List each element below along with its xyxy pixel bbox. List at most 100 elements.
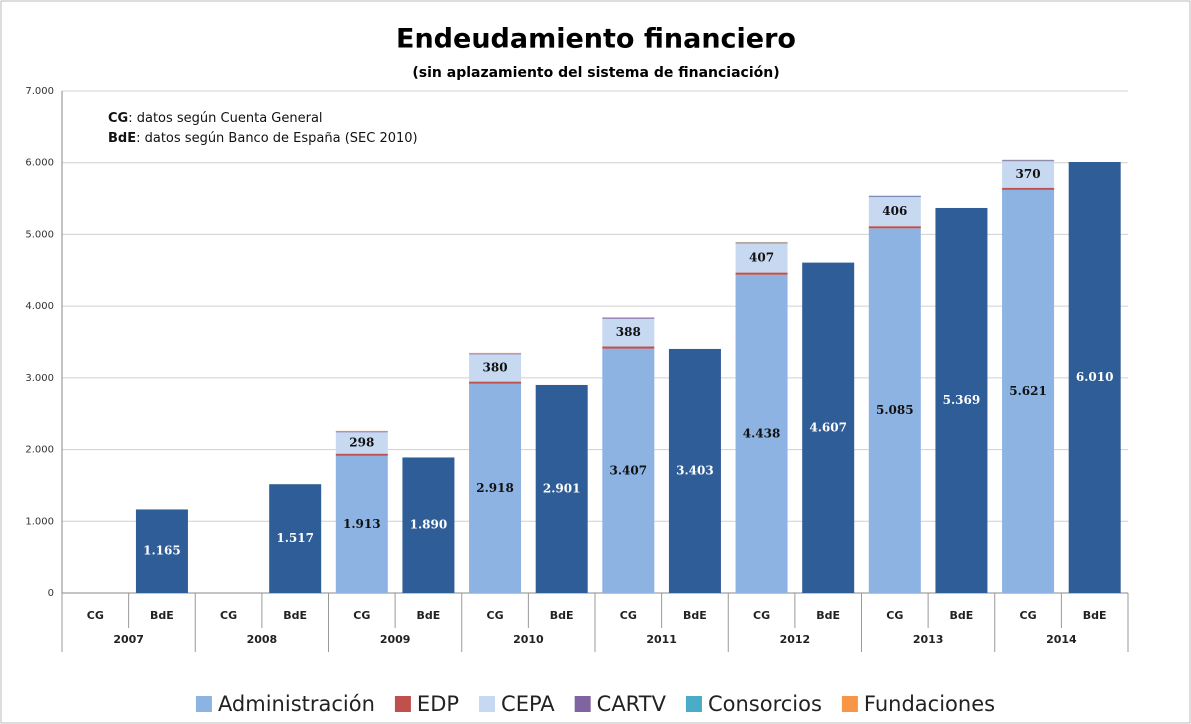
bar-segment: [1002, 187, 1055, 190]
annotation: CG: datos según Cuenta General: [108, 111, 323, 126]
x-tick-label: BdE: [150, 609, 174, 622]
legend: Administración EDP CEPA CARTV Consorcios Fund…: [195, 692, 995, 716]
bar-segment: [335, 431, 388, 433]
x-tick-label: CG: [487, 609, 504, 622]
data-label: 380: [483, 360, 508, 374]
x-tick-label: BdE: [417, 609, 441, 622]
x-group-label: 2014: [1046, 633, 1077, 646]
data-label: 4.607: [809, 420, 847, 434]
data-label: 1.165: [143, 544, 181, 558]
data-label: 406: [882, 204, 907, 218]
data-label: 3.407: [610, 463, 648, 477]
x-tick-label: BdE: [283, 609, 307, 622]
annotation-key: BdE: [108, 131, 136, 146]
x-tick-label: BdE: [950, 609, 974, 622]
bar-segment: [602, 317, 655, 319]
legend-label: Administración: [218, 692, 375, 716]
legend-swatch: [841, 696, 858, 712]
bar-segment: [1002, 189, 1055, 594]
y-tick-label: 4.000: [25, 301, 54, 312]
bar-segment: [735, 272, 788, 275]
data-label: 4.438: [743, 426, 781, 440]
bar-segment: [1068, 161, 1121, 594]
x-tick-label: CG: [1020, 609, 1037, 622]
x-group-label: 2011: [646, 633, 677, 646]
x-tick-label: BdE: [1083, 609, 1107, 622]
bar-segment: [469, 354, 522, 382]
bar-segment: [335, 455, 388, 593]
bar-segment: [602, 318, 655, 347]
bar-segment: [735, 243, 788, 273]
bar-segment: [868, 197, 921, 227]
bar-segment: [135, 509, 188, 593]
data-label: 1.913: [343, 517, 381, 531]
annotation-text: : datos según Cuenta General: [128, 111, 322, 126]
data-label: 388: [616, 325, 641, 339]
y-tick-label: 0: [48, 588, 54, 599]
bar-segment: [1002, 160, 1055, 162]
bar-segment: [802, 262, 855, 593]
bar-segment: [535, 384, 588, 593]
x-tick-label: CG: [353, 609, 370, 622]
x-group-label: 2010: [513, 633, 544, 646]
x-tick-label: BdE: [683, 609, 707, 622]
y-tick-label: 5.000: [25, 229, 54, 240]
bar-segment: [868, 226, 921, 229]
data-label: 5.621: [1009, 384, 1047, 398]
bar-segment: [668, 348, 721, 593]
x-group-label: 2008: [247, 633, 278, 646]
bar-segment: [735, 274, 788, 593]
bar-segment: [602, 348, 655, 593]
y-tick-label: 3.000: [25, 373, 54, 384]
legend-swatch: [479, 696, 496, 712]
legend-swatch: [195, 696, 212, 712]
data-label: 5.085: [876, 403, 914, 417]
legend-swatch: [394, 696, 411, 712]
legend-label: Consorcios: [708, 692, 822, 716]
x-tick-label: CG: [220, 609, 237, 622]
bar-segment: [868, 196, 921, 198]
legend-label: CEPA: [501, 692, 555, 716]
bar-segment: [602, 346, 655, 349]
bar-segment: [935, 207, 988, 593]
x-tick-label: BdE: [550, 609, 574, 622]
bar-segment: [335, 453, 388, 456]
x-group-label: 2013: [913, 633, 944, 646]
data-label: 1.517: [276, 531, 314, 545]
data-label: 1.890: [410, 518, 448, 532]
bar-segment: [1002, 161, 1055, 188]
bar-segment: [469, 381, 522, 384]
bar-segment: [469, 353, 522, 355]
x-tick-label: CG: [87, 609, 104, 622]
y-tick-label: 1.000: [25, 516, 54, 527]
legend-label: Fundaciones: [864, 692, 995, 716]
data-label: 2.918: [476, 481, 514, 495]
data-label: 6.010: [1076, 370, 1114, 384]
x-group-label: 2007: [113, 633, 144, 646]
bar-segment: [269, 484, 322, 593]
bar-segment: [735, 242, 788, 244]
x-tick-label: BdE: [816, 609, 840, 622]
bar-segment: [402, 457, 455, 593]
data-label: 2.901: [543, 481, 581, 495]
data-label: 298: [349, 435, 374, 449]
data-label: 3.403: [676, 463, 714, 477]
chart-subtitle: (sin aplazamiento del sistema de financi…: [412, 65, 779, 81]
bar-segment: [335, 432, 388, 454]
x-tick-label: CG: [753, 609, 770, 622]
legend-label: CARTV: [597, 692, 667, 716]
legend-swatch: [685, 696, 702, 712]
annotation-text: : datos según Banco de España (SEC 2010): [136, 131, 418, 146]
bar-segment: [868, 228, 921, 593]
legend-swatch: [574, 696, 591, 712]
annotation-key: CG: [108, 111, 128, 126]
y-tick-label: 7.000: [25, 86, 54, 97]
y-tick-label: 6.000: [25, 158, 54, 169]
x-tick-label: CG: [620, 609, 637, 622]
data-label: 407: [749, 250, 774, 264]
data-label: 370: [1016, 167, 1041, 181]
legend-label: EDP: [417, 692, 459, 716]
annotation: BdE: datos según Banco de España (SEC 20…: [108, 131, 418, 146]
data-label: 5.369: [943, 393, 981, 407]
